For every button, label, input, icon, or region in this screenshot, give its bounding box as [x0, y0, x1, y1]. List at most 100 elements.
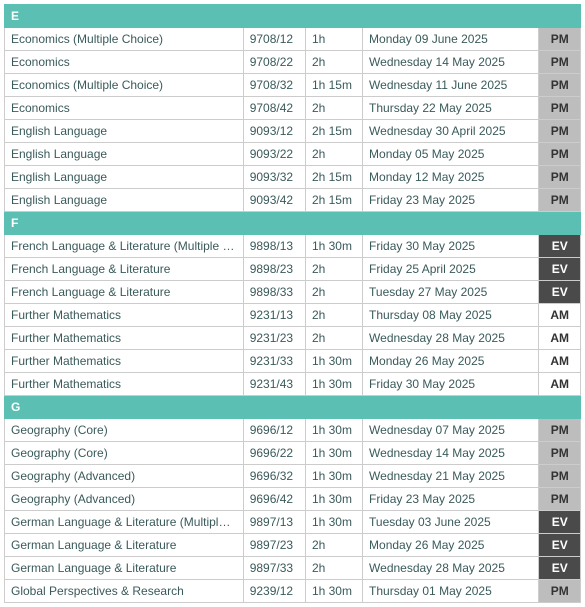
table-row: German Language & Literature9897/232hMon… [5, 534, 581, 557]
cell-subject: German Language & Literature [5, 534, 244, 557]
cell-duration: 2h [305, 281, 362, 304]
cell-session: PM [539, 74, 581, 97]
cell-subject: English Language [5, 166, 244, 189]
cell-duration: 2h [305, 258, 362, 281]
cell-session: PM [539, 97, 581, 120]
cell-duration: 1h 30m [305, 419, 362, 442]
table-row: Economics (Multiple Choice)9708/121hMond… [5, 28, 581, 51]
cell-date: Wednesday 30 April 2025 [363, 120, 539, 143]
cell-duration: 2h 15m [305, 120, 362, 143]
cell-session: PM [539, 488, 581, 511]
cell-subject: Geography (Advanced) [5, 488, 244, 511]
cell-subject: Geography (Core) [5, 419, 244, 442]
cell-date: Friday 30 May 2025 [363, 373, 539, 396]
cell-date: Friday 23 May 2025 [363, 488, 539, 511]
cell-session: PM [539, 143, 581, 166]
cell-session: EV [539, 534, 581, 557]
table-row: Further Mathematics9231/232hWednesday 28… [5, 327, 581, 350]
cell-duration: 1h 30m [305, 235, 362, 258]
cell-subject: Economics (Multiple Choice) [5, 28, 244, 51]
table-row: German Language & Literature9897/332hWed… [5, 557, 581, 580]
cell-session: AM [539, 350, 581, 373]
cell-date: Friday 25 April 2025 [363, 258, 539, 281]
cell-duration: 2h 15m [305, 166, 362, 189]
cell-session: EV [539, 235, 581, 258]
cell-date: Monday 12 May 2025 [363, 166, 539, 189]
cell-code: 9231/13 [243, 304, 305, 327]
cell-duration: 1h 30m [305, 350, 362, 373]
cell-duration: 1h 30m [305, 580, 362, 603]
cell-code: 9708/22 [243, 51, 305, 74]
cell-duration: 1h 30m [305, 488, 362, 511]
cell-date: Monday 05 May 2025 [363, 143, 539, 166]
table-row: German Language & Literature (Multiple C… [5, 511, 581, 534]
cell-date: Tuesday 27 May 2025 [363, 281, 539, 304]
table-row: French Language & Literature9898/332hTue… [5, 281, 581, 304]
section-header: F [5, 212, 581, 235]
cell-subject: English Language [5, 189, 244, 212]
cell-session: EV [539, 258, 581, 281]
cell-code: 9231/43 [243, 373, 305, 396]
section-letter: G [5, 396, 581, 419]
cell-subject: Geography (Advanced) [5, 465, 244, 488]
table-row: Further Mathematics9231/431h 30mFriday 3… [5, 373, 581, 396]
cell-duration: 2h [305, 327, 362, 350]
cell-code: 9696/22 [243, 442, 305, 465]
cell-subject: Economics (Multiple Choice) [5, 74, 244, 97]
cell-duration: 2h [305, 557, 362, 580]
cell-date: Wednesday 07 May 2025 [363, 419, 539, 442]
cell-duration: 1h 30m [305, 373, 362, 396]
table-row: Further Mathematics9231/331h 30mMonday 2… [5, 350, 581, 373]
cell-date: Wednesday 11 June 2025 [363, 74, 539, 97]
table-row: English Language9093/122h 15mWednesday 3… [5, 120, 581, 143]
cell-date: Thursday 01 May 2025 [363, 580, 539, 603]
cell-code: 9696/42 [243, 488, 305, 511]
table-row: English Language9093/222hMonday 05 May 2… [5, 143, 581, 166]
table-row: Economics (Multiple Choice)9708/321h 15m… [5, 74, 581, 97]
cell-duration: 2h [305, 97, 362, 120]
cell-code: 9897/33 [243, 557, 305, 580]
cell-session: PM [539, 166, 581, 189]
cell-subject: Global Perspectives & Research [5, 580, 244, 603]
cell-session: AM [539, 327, 581, 350]
cell-code: 9231/33 [243, 350, 305, 373]
cell-date: Wednesday 21 May 2025 [363, 465, 539, 488]
cell-code: 9093/12 [243, 120, 305, 143]
section-header: G [5, 396, 581, 419]
cell-duration: 2h [305, 304, 362, 327]
cell-date: Wednesday 28 May 2025 [363, 557, 539, 580]
table-row: Economics9708/222hWednesday 14 May 2025P… [5, 51, 581, 74]
table-row: Economics9708/422hThursday 22 May 2025PM [5, 97, 581, 120]
cell-duration: 1h 15m [305, 74, 362, 97]
table-row: French Language & Literature9898/232hFri… [5, 258, 581, 281]
cell-duration: 2h 15m [305, 189, 362, 212]
table-row: Geography (Advanced)9696/321h 30mWednesd… [5, 465, 581, 488]
cell-subject: Further Mathematics [5, 350, 244, 373]
cell-code: 9708/12 [243, 28, 305, 51]
section-letter: F [5, 212, 581, 235]
cell-session: PM [539, 580, 581, 603]
cell-date: Thursday 22 May 2025 [363, 97, 539, 120]
table-row: Global Perspectives & Research9239/121h … [5, 580, 581, 603]
table-row: French Language & Literature (Multiple C… [5, 235, 581, 258]
cell-date: Tuesday 03 June 2025 [363, 511, 539, 534]
cell-code: 9696/12 [243, 419, 305, 442]
cell-session: AM [539, 304, 581, 327]
cell-date: Thursday 08 May 2025 [363, 304, 539, 327]
cell-date: Friday 23 May 2025 [363, 189, 539, 212]
cell-session: PM [539, 28, 581, 51]
cell-code: 9696/32 [243, 465, 305, 488]
cell-date: Monday 09 June 2025 [363, 28, 539, 51]
cell-subject: German Language & Literature [5, 557, 244, 580]
cell-date: Monday 26 May 2025 [363, 534, 539, 557]
cell-subject: English Language [5, 120, 244, 143]
table-row: Geography (Core)9696/221h 30mWednesday 1… [5, 442, 581, 465]
cell-date: Wednesday 28 May 2025 [363, 327, 539, 350]
cell-subject: French Language & Literature [5, 281, 244, 304]
cell-code: 9093/42 [243, 189, 305, 212]
cell-subject: Further Mathematics [5, 304, 244, 327]
table-row: English Language9093/422h 15mFriday 23 M… [5, 189, 581, 212]
cell-subject: French Language & Literature [5, 258, 244, 281]
table-row: English Language9093/322h 15mMonday 12 M… [5, 166, 581, 189]
cell-session: PM [539, 189, 581, 212]
